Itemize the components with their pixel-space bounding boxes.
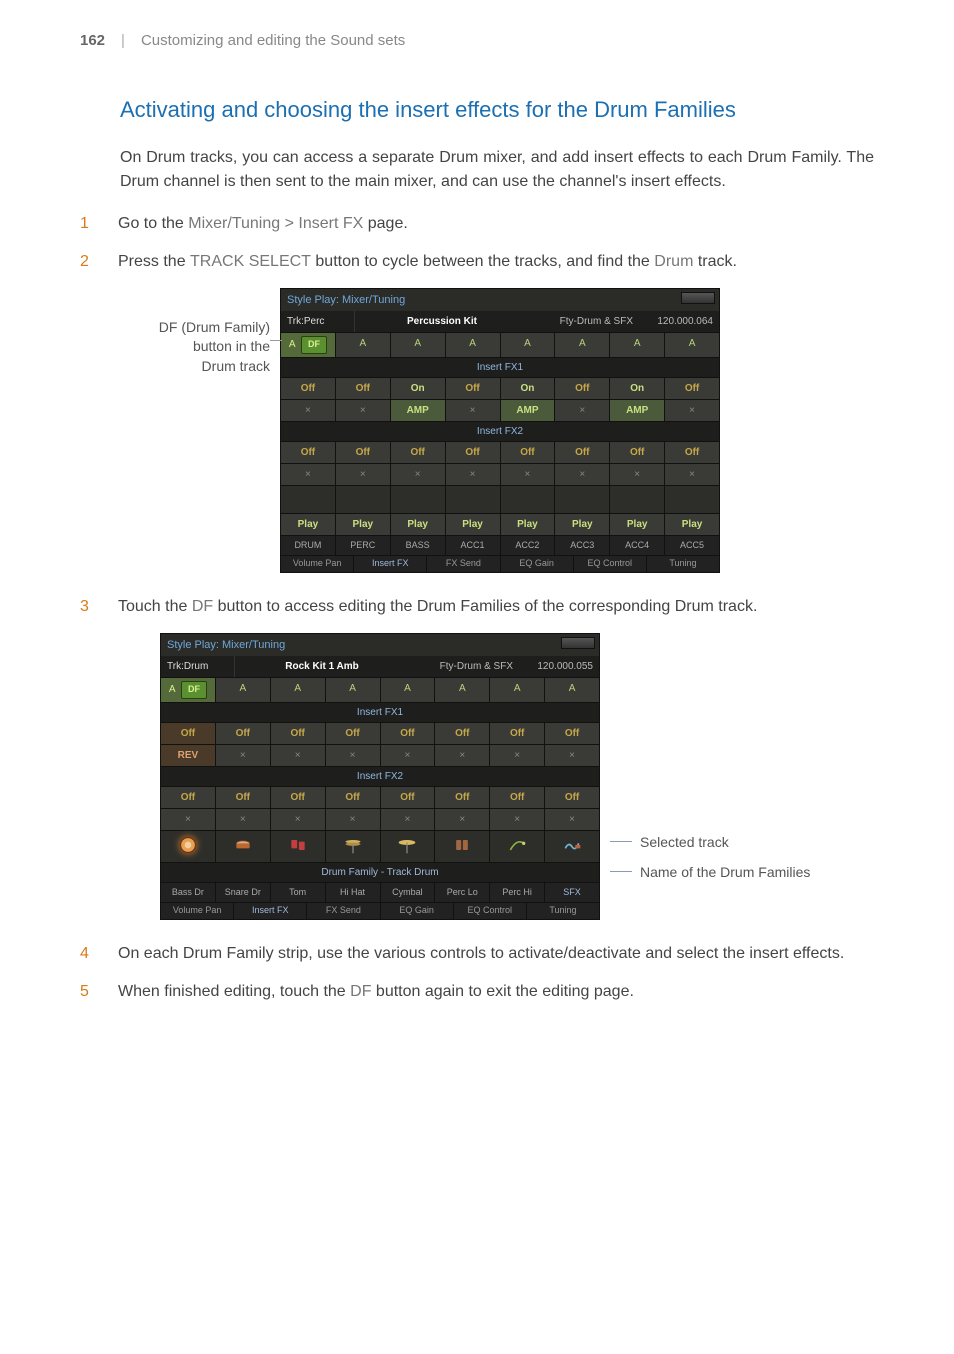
fx-toggle[interactable]: Off bbox=[446, 442, 501, 464]
chapter-title: Customizing and editing the Sound sets bbox=[141, 30, 405, 53]
family-cymbal-icon bbox=[381, 831, 436, 863]
dropdown-icon[interactable] bbox=[561, 637, 595, 649]
mixer-panel-2: Style Play: Mixer/Tuning Trk:Drum Rock K… bbox=[160, 633, 600, 920]
annotation-left: DF (Drum Family) button in the Drum trac… bbox=[110, 318, 270, 377]
family-sfx-icon bbox=[545, 831, 599, 863]
kit-name: Rock Kit 1 Amb bbox=[235, 656, 409, 677]
step-number: 2 bbox=[80, 250, 98, 274]
fx-toggle[interactable]: Off bbox=[336, 442, 391, 464]
page-header: 162 | Customizing and editing the Sound … bbox=[80, 30, 874, 53]
tab-eqcontrol[interactable]: EQ Control bbox=[574, 556, 647, 572]
step-number: 3 bbox=[80, 595, 98, 619]
tab-tuning[interactable]: Tuning bbox=[647, 556, 719, 572]
fx-type[interactable]: × bbox=[446, 400, 501, 422]
screenshot-1: DF (Drum Family) button in the Drum trac… bbox=[280, 288, 874, 573]
family-hihat-icon bbox=[326, 831, 381, 863]
fx-toggle[interactable]: Off bbox=[555, 442, 610, 464]
header-separator: | bbox=[121, 30, 125, 53]
play-button[interactable]: Play bbox=[281, 514, 336, 536]
step-4: 4 On each Drum Family strip, use the var… bbox=[80, 942, 874, 966]
track-label: Trk:Drum bbox=[161, 656, 235, 677]
df-toggle[interactable]: A DF bbox=[281, 333, 336, 358]
nav-path: Mixer/Tuning > Insert FX bbox=[188, 215, 363, 232]
mixer-title: Style Play: Mixer/Tuning bbox=[281, 289, 719, 312]
factory-label: Fty-Drum & SFX bbox=[409, 656, 519, 677]
fx-toggle[interactable]: On bbox=[391, 378, 446, 400]
fx-type-rev[interactable]: REV bbox=[161, 745, 216, 767]
mixer-title: Style Play: Mixer/Tuning bbox=[161, 634, 599, 657]
fx-type[interactable]: × bbox=[555, 400, 610, 422]
family-kick-icon bbox=[161, 831, 216, 863]
fx-toggle[interactable]: Off bbox=[501, 442, 556, 464]
df-toggle[interactable]: A DF bbox=[161, 678, 216, 703]
step-2: 2 Press the TRACK SELECT button to cycle… bbox=[80, 250, 874, 274]
drum-family-bar: Drum Family - Track Drum bbox=[161, 863, 599, 883]
tab-volume[interactable]: Volume Pan bbox=[281, 556, 354, 572]
kit-name: Percussion Kit bbox=[355, 311, 529, 332]
family-perchi-icon bbox=[490, 831, 545, 863]
fx-type[interactable]: × bbox=[665, 400, 719, 422]
annotation-selected-track: Selected track bbox=[610, 833, 729, 851]
sound-number: 120.000.064 bbox=[639, 311, 719, 332]
fx-type[interactable]: AMP bbox=[501, 400, 556, 422]
intro-paragraph: On Drum tracks, you can access a separat… bbox=[120, 146, 874, 194]
insert-fx2-label: Insert FX2 bbox=[281, 422, 719, 442]
fx-toggle[interactable]: Off bbox=[161, 723, 216, 745]
tab-insertfx[interactable]: Insert FX bbox=[354, 556, 427, 572]
sound-number: 120.000.055 bbox=[519, 656, 599, 677]
fx-type[interactable]: AMP bbox=[391, 400, 446, 422]
tab-eqgain[interactable]: EQ Gain bbox=[501, 556, 574, 572]
fx-toggle[interactable]: Off bbox=[555, 378, 610, 400]
step-number: 5 bbox=[80, 980, 98, 1004]
insert-fx1-label: Insert FX1 bbox=[281, 358, 719, 378]
fx-type[interactable]: × bbox=[336, 400, 391, 422]
fx-toggle[interactable]: Off bbox=[665, 378, 719, 400]
step-number: 1 bbox=[80, 212, 98, 236]
fx-toggle[interactable]: On bbox=[501, 378, 556, 400]
fx-toggle[interactable]: Off bbox=[336, 378, 391, 400]
family-tom-icon bbox=[271, 831, 326, 863]
insert-fx1-label: Insert FX1 bbox=[161, 703, 599, 723]
tab-bar: Volume Pan Insert FX FX Send EQ Gain EQ … bbox=[161, 903, 599, 919]
fx-toggle[interactable]: On bbox=[610, 378, 665, 400]
page-number: 162 bbox=[80, 30, 105, 53]
section-title: Activating and choosing the insert effec… bbox=[120, 93, 874, 126]
fx-toggle[interactable]: Off bbox=[391, 442, 446, 464]
fx-toggle[interactable]: Off bbox=[446, 378, 501, 400]
insert-fx2-label: Insert FX2 bbox=[161, 767, 599, 787]
fx-type[interactable]: × bbox=[281, 464, 336, 486]
step-1: 1 Go to the Mixer/Tuning > Insert FX pag… bbox=[80, 212, 874, 236]
fx-toggle[interactable]: Off bbox=[665, 442, 719, 464]
family-snare-icon bbox=[216, 831, 271, 863]
mixer-panel-1: Style Play: Mixer/Tuning Trk:Perc Percus… bbox=[280, 288, 720, 573]
track-a[interactable]: A bbox=[665, 333, 719, 358]
screenshot-2: Style Play: Mixer/Tuning Trk:Drum Rock K… bbox=[160, 633, 874, 920]
button-name: TRACK SELECT bbox=[190, 253, 311, 270]
fx-type[interactable]: AMP bbox=[610, 400, 665, 422]
track-a[interactable]: A bbox=[610, 333, 665, 358]
fx-toggle[interactable]: Off bbox=[281, 378, 336, 400]
family-name[interactable]: Bass Dr bbox=[161, 883, 216, 904]
track-a[interactable]: A bbox=[446, 333, 501, 358]
track-name[interactable]: DRUM bbox=[281, 536, 336, 557]
step-3: 3 Touch the DF button to access editing … bbox=[80, 595, 874, 619]
annotation-family-names: Name of the Drum Families bbox=[610, 863, 810, 881]
fx-toggle[interactable]: Off bbox=[610, 442, 665, 464]
fx-type[interactable]: × bbox=[281, 400, 336, 422]
family-perclo-icon bbox=[435, 831, 490, 863]
dropdown-icon[interactable] bbox=[681, 292, 715, 304]
track-a[interactable]: A bbox=[501, 333, 556, 358]
family-sfx[interactable]: SFX bbox=[545, 883, 599, 904]
step-5: 5 When finished editing, touch the DF bu… bbox=[80, 980, 874, 1004]
tab-fxsend[interactable]: FX Send bbox=[427, 556, 500, 572]
step-number: 4 bbox=[80, 942, 98, 966]
track-label: Trk:Perc bbox=[281, 311, 355, 332]
track-a[interactable]: A bbox=[336, 333, 391, 358]
track-a[interactable]: A bbox=[391, 333, 446, 358]
tab-bar: Volume Pan Insert FX FX Send EQ Gain EQ … bbox=[281, 556, 719, 572]
fx-toggle[interactable]: Off bbox=[281, 442, 336, 464]
track-a[interactable]: A bbox=[555, 333, 610, 358]
factory-label: Fty-Drum & SFX bbox=[529, 311, 639, 332]
